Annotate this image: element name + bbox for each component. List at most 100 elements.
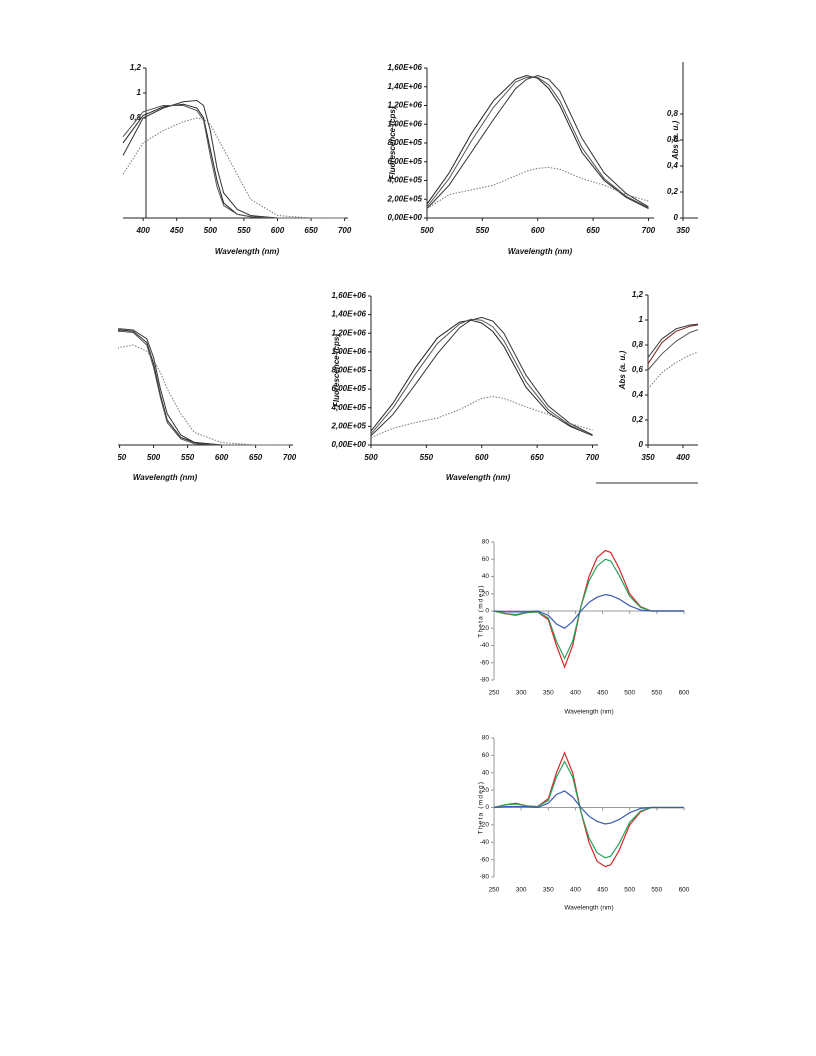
series-line	[122, 117, 345, 219]
y-tick-label: 0,2	[667, 187, 679, 196]
y-axis-title: Abs (a. u.)	[671, 120, 680, 160]
series-line	[647, 324, 698, 365]
y-tick-label: 1,20E+06	[332, 328, 367, 337]
x-tick-label: 700	[338, 226, 352, 235]
y-tick-label: -40	[480, 839, 490, 846]
x-tick-label: 350	[543, 887, 554, 894]
x-tick-label: 450	[597, 690, 608, 697]
x-tick-label: 550	[420, 453, 434, 462]
x-tick-label: 600	[531, 226, 545, 235]
series-line	[122, 103, 345, 219]
series-line	[493, 593, 684, 630]
x-tick-label: 550	[651, 887, 662, 894]
x-tick-label: 700	[283, 453, 297, 462]
y-tick-label: 8,00E+05	[332, 366, 367, 375]
series-line	[493, 760, 684, 859]
y-axis-title: Fluorescence (cps)	[332, 334, 341, 407]
x-tick-label: 500	[364, 453, 378, 462]
series-line	[426, 166, 649, 210]
y-tick-label: 0	[639, 440, 644, 449]
series-line	[647, 351, 698, 390]
chart: 400 450 500 550 600 650 700 0,8 1 1,2 Wavelength (…	[122, 63, 352, 256]
y-tick-label: 1,20E+06	[388, 101, 423, 110]
series-line	[370, 318, 593, 437]
chart: 350 0 0,2 0,4 0,6 0,8 Abs (a. u.)	[667, 62, 698, 235]
chart: 500 550 600 650 700 0,00E+00 2,00E+05 4,00E+05 6…	[331, 291, 600, 482]
y-tick-label: -60	[480, 856, 490, 863]
x-tick-label: 650	[530, 453, 544, 462]
series-line	[647, 329, 698, 371]
y-tick-label: 0,4	[667, 161, 679, 170]
y-tick-label: 20	[482, 787, 490, 794]
x-tick-label: 250	[489, 887, 500, 894]
x-tick-label: 550	[237, 226, 251, 235]
x-tick-label: 350	[543, 690, 554, 697]
x-axis-title: Wavelength (nm)	[133, 473, 198, 482]
y-tick-label: 40	[482, 573, 490, 580]
series-line	[493, 790, 684, 825]
x-tick-label: 550	[181, 453, 195, 462]
x-tick-label: 450	[169, 226, 184, 235]
y-axis-title: Abs (a. u.)	[618, 350, 627, 390]
y-tick-label: -20	[480, 822, 490, 829]
y-tick-label: -80	[480, 874, 490, 881]
x-tick-label: 500	[624, 690, 635, 697]
y-tick-label: 0	[485, 608, 489, 615]
series-line	[493, 751, 684, 868]
series-line	[118, 329, 290, 446]
y-tick-label: 20	[482, 590, 490, 597]
series-line	[370, 319, 593, 437]
x-tick-label: 400	[675, 453, 690, 462]
x-tick-label: 400	[570, 690, 581, 697]
x-tick-label: 400	[135, 226, 150, 235]
series-line	[118, 344, 290, 446]
y-tick-label: 6,00E+05	[388, 157, 423, 166]
x-tick-label: 250	[489, 690, 500, 697]
series-line	[426, 74, 649, 209]
y-tick-label: 40	[482, 769, 490, 776]
y-tick-label: 80	[482, 539, 490, 546]
y-tick-label: 0,6	[632, 365, 644, 374]
x-tick-label: 350	[676, 226, 690, 235]
series-line	[493, 558, 684, 660]
x-tick-label: 650	[304, 226, 318, 235]
x-tick-label: 500	[204, 226, 218, 235]
x-tick-label: 450	[112, 453, 127, 462]
x-tick-label: 600	[271, 226, 285, 235]
series-line	[426, 76, 649, 209]
y-tick-label: -20	[480, 625, 490, 632]
y-tick-label: 1,2	[632, 290, 644, 299]
y-tick-label: 1,40E+06	[388, 82, 423, 91]
chart: 450 500 550 600 650 700 Wavelength (nm)	[112, 328, 297, 482]
y-tick-label: 60	[482, 752, 490, 759]
y-tick-label: 0,8	[667, 109, 679, 118]
y-axis-title: Theta (mdeg)	[478, 584, 485, 637]
y-tick-label: 0,00E+00	[388, 213, 423, 222]
series-line	[118, 328, 290, 446]
x-tick-label: 700	[586, 453, 600, 462]
x-tick-label: 550	[476, 226, 490, 235]
y-axis-title: Fluorescence (cps)	[388, 106, 397, 179]
x-tick-label: 500	[420, 226, 434, 235]
x-tick-label: 300	[516, 887, 527, 894]
x-tick-label: 650	[249, 453, 263, 462]
y-tick-label: 2,00E+05	[331, 421, 367, 430]
x-tick-label: 350	[641, 453, 655, 462]
x-axis-title: Wavelength (nm)	[215, 247, 280, 256]
y-tick-label: 1,60E+06	[388, 63, 423, 72]
y-tick-label: 60	[482, 556, 490, 563]
series-line	[118, 330, 290, 446]
series-line	[122, 99, 345, 219]
y-tick-label: -60	[480, 659, 490, 666]
x-tick-label: 500	[624, 887, 635, 894]
x-tick-label: 600	[679, 690, 690, 697]
y-axis-title: Theta (mdeg)	[478, 781, 485, 834]
series-line	[426, 74, 649, 210]
y-tick-label: 2,00E+05	[387, 194, 423, 203]
y-tick-label: -40	[480, 642, 490, 649]
y-tick-label: 8,00E+05	[388, 138, 423, 147]
y-tick-label: 0,4	[632, 390, 644, 399]
y-tick-label: 1,00E+06	[332, 347, 367, 356]
y-tick-label: 0	[674, 213, 679, 222]
